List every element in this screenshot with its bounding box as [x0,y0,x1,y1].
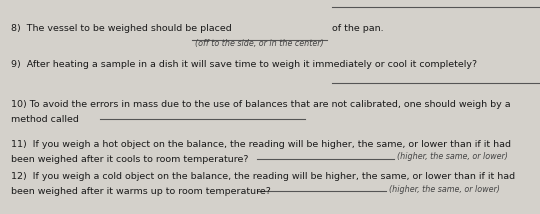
Text: (off to the side, or in the center): (off to the side, or in the center) [195,39,323,48]
Text: 12)  If you weigh a cold object on the balance, the reading will be higher, the : 12) If you weigh a cold object on the ba… [11,172,515,181]
Text: 9)  After heating a sample in a dish it will save time to weigh it immediately o: 9) After heating a sample in a dish it w… [11,60,477,69]
Text: 8)  The vessel to be weighed should be placed: 8) The vessel to be weighed should be pl… [11,24,232,33]
Text: been weighed after it warms up to room temperature?: been weighed after it warms up to room t… [11,187,271,196]
Text: of the pan.: of the pan. [332,24,384,33]
Text: 10) To avoid the errors in mass due to the use of balances that are not calibrat: 10) To avoid the errors in mass due to t… [11,100,510,109]
Text: method called: method called [11,115,79,124]
Text: been weighed after it cools to room temperature?: been weighed after it cools to room temp… [11,155,248,163]
Text: (higher, the same, or lower): (higher, the same, or lower) [397,152,508,161]
Text: 11)  If you weigh a hot object on the balance, the reading will be higher, the s: 11) If you weigh a hot object on the bal… [11,140,511,149]
Text: (higher, the same, or lower): (higher, the same, or lower) [389,184,500,193]
